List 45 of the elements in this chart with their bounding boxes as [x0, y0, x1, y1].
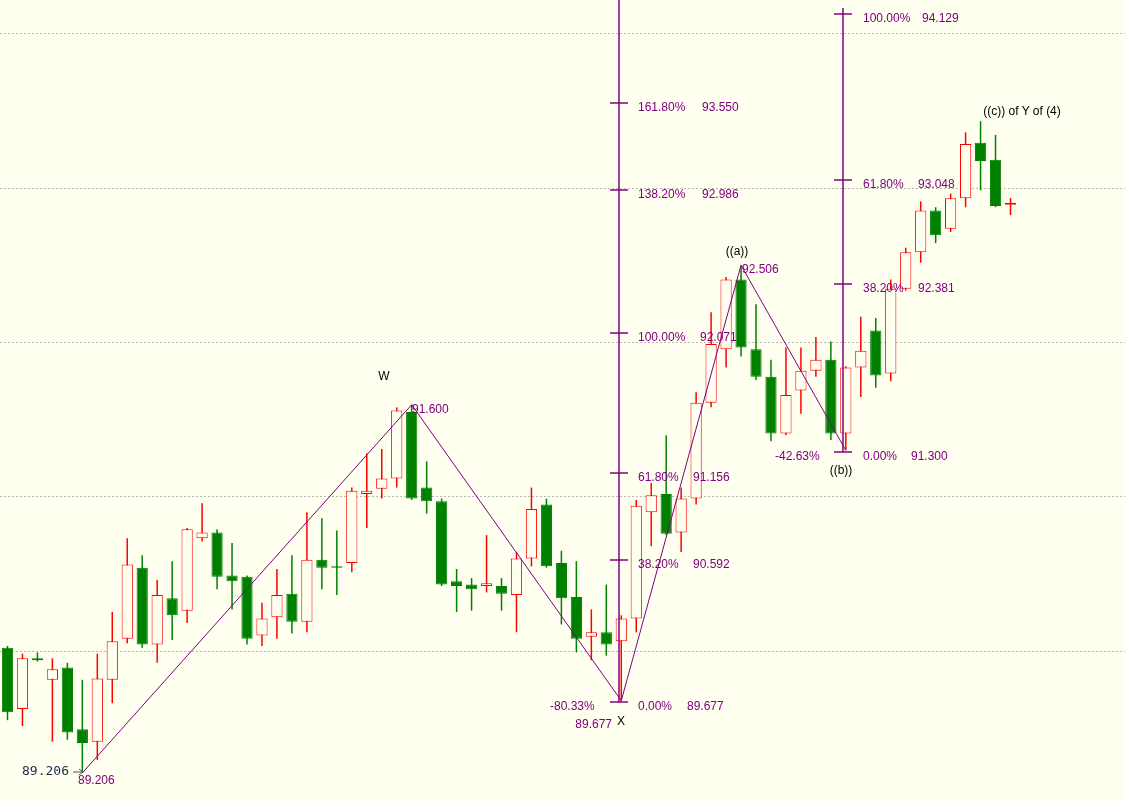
candlestick	[495, 577, 508, 612]
candlestick	[76, 679, 88, 774]
annotation: 90.592	[693, 557, 731, 572]
candlestick	[166, 560, 178, 641]
text: ((c)) of Y of (4)	[983, 104, 1061, 119]
annotation: 91.300	[911, 449, 949, 464]
annotation: 92.506	[742, 262, 780, 277]
annotation: ((b))	[829, 463, 853, 478]
annotation: -80.33%	[550, 699, 596, 714]
annotation: ((a))	[725, 244, 749, 259]
candlestick	[46, 657, 59, 743]
annotation: -42.63%	[775, 449, 821, 464]
text: 100.00%	[863, 11, 911, 26]
candlestick	[450, 568, 463, 613]
candlestick	[197, 502, 207, 543]
annotation: 0.00%	[638, 699, 673, 714]
candlestick	[480, 534, 493, 594]
annotation: 89.206	[22, 763, 69, 779]
candlestick	[810, 336, 822, 378]
annotation: 100.00%	[638, 330, 686, 345]
annotation: W	[378, 369, 391, 384]
annotation: 92.381	[918, 281, 956, 296]
annotation: 92.986	[702, 187, 740, 202]
text: 94.129	[922, 11, 960, 26]
annotation: X	[616, 714, 626, 729]
candlestick	[316, 517, 328, 590]
text: 161.80%	[638, 100, 686, 115]
annotation: 61.80%	[863, 177, 905, 192]
annotation: 91.156	[693, 470, 731, 485]
annotation: 89.677	[687, 699, 725, 714]
candlestick	[271, 568, 283, 640]
annotation: 93.048	[918, 177, 956, 192]
candlestick	[600, 583, 612, 657]
candlestick	[930, 206, 942, 244]
candlestick	[855, 316, 867, 398]
annotation: 138.20%	[638, 187, 686, 202]
candlestick	[421, 460, 433, 515]
text: 89.206	[78, 773, 116, 788]
candlestick	[974, 120, 987, 192]
text: 93.550	[702, 100, 740, 115]
candlestick	[796, 346, 806, 415]
candlestick	[376, 448, 388, 500]
annotation: 0.00%	[863, 449, 898, 464]
annotation: 89.677	[575, 717, 613, 732]
candlestick	[226, 542, 238, 611]
